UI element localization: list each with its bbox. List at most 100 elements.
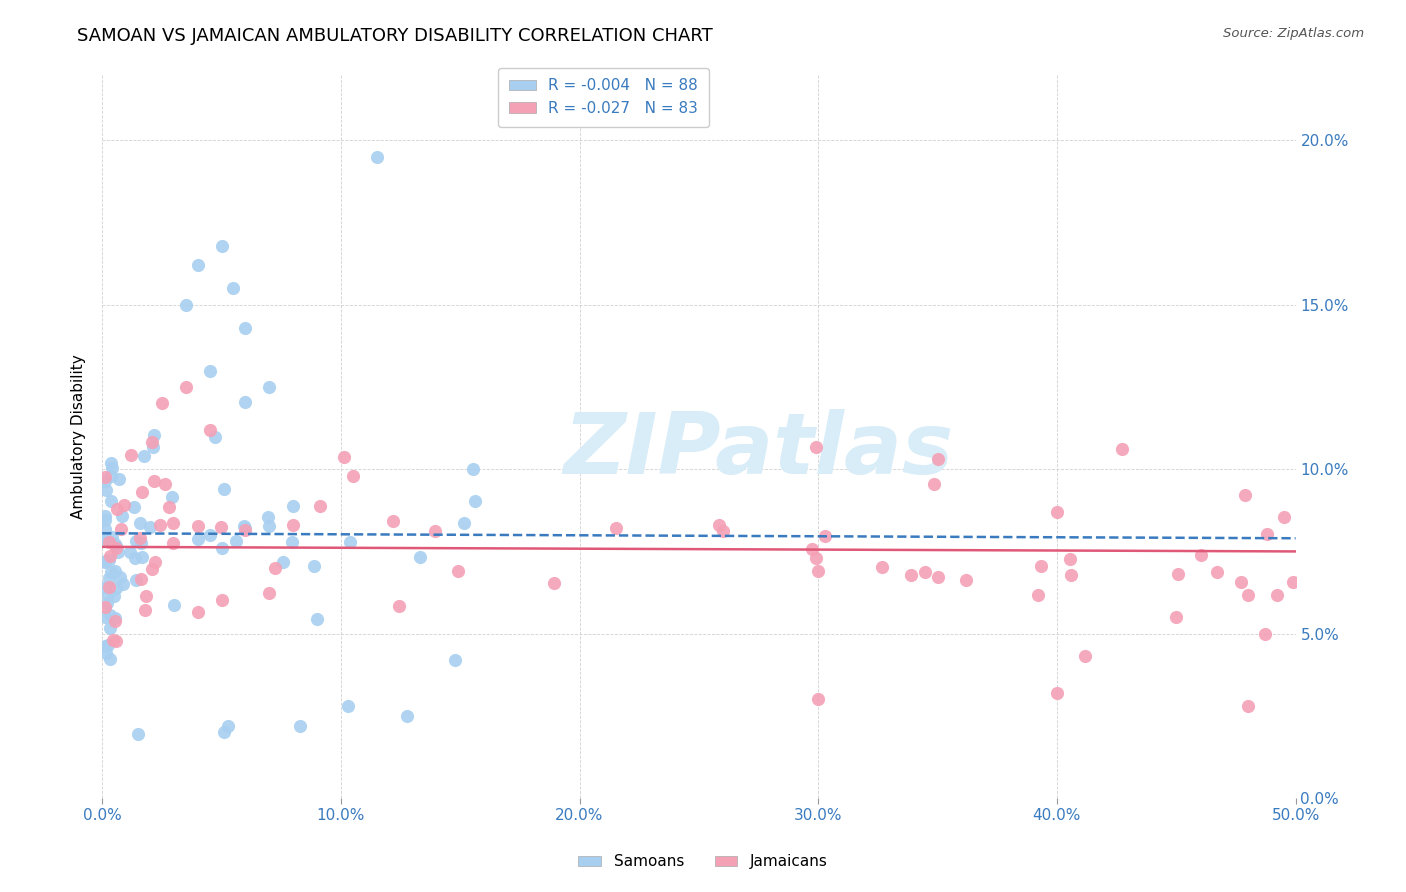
Point	[100, 494, 122, 508]
Point	[187, 532, 209, 546]
Point	[96, 597, 118, 611]
Point	[93, 509, 115, 524]
Point	[259, 585, 281, 599]
Text: Source: ZipAtlas.com: Source: ZipAtlas.com	[1223, 27, 1364, 40]
Point	[1046, 505, 1069, 519]
Point	[94, 483, 117, 498]
Point	[97, 535, 120, 549]
Point	[131, 550, 153, 565]
Point	[225, 534, 247, 549]
Point	[1230, 574, 1253, 589]
Point	[160, 490, 183, 504]
Point	[93, 470, 115, 484]
Point	[409, 549, 432, 564]
Point	[134, 449, 156, 463]
Point	[211, 592, 233, 607]
Point	[605, 521, 627, 535]
Point	[1233, 488, 1256, 502]
Point	[339, 534, 361, 549]
Point	[1237, 588, 1260, 602]
Point	[98, 553, 121, 567]
Point	[381, 514, 404, 528]
Point	[543, 575, 565, 590]
Point	[129, 572, 152, 586]
Point	[105, 539, 128, 553]
Point	[105, 634, 128, 648]
Point	[153, 476, 176, 491]
Point	[283, 499, 305, 513]
Point	[141, 434, 163, 449]
Point	[872, 560, 894, 574]
Point	[271, 555, 294, 569]
Point	[281, 535, 304, 549]
Point	[100, 566, 122, 580]
Point	[124, 500, 146, 514]
Point	[94, 599, 117, 614]
Point	[157, 500, 180, 514]
Point	[1046, 686, 1069, 700]
Point	[101, 530, 124, 544]
Point	[212, 482, 235, 496]
Point	[336, 698, 359, 713]
Point	[1073, 648, 1095, 663]
Point	[139, 520, 162, 534]
Point	[461, 462, 484, 476]
Point	[93, 513, 115, 527]
Y-axis label: Ambulatory Disability: Ambulatory Disability	[72, 354, 86, 519]
Point	[97, 588, 120, 602]
Point	[101, 461, 124, 475]
Point	[131, 485, 153, 500]
Point	[1031, 558, 1053, 573]
Point	[233, 394, 256, 409]
Point	[1206, 565, 1229, 579]
Point	[128, 516, 150, 530]
Point	[134, 603, 156, 617]
Point	[257, 509, 280, 524]
Point	[198, 423, 221, 437]
Point	[103, 589, 125, 603]
Point	[187, 605, 209, 619]
Point	[927, 570, 949, 584]
Point	[101, 632, 124, 647]
Point	[447, 565, 470, 579]
Point	[388, 599, 411, 614]
Point	[110, 570, 132, 584]
Point	[94, 554, 117, 568]
Point	[914, 566, 936, 580]
Point	[163, 598, 186, 612]
Point	[174, 380, 197, 394]
Point	[259, 519, 281, 533]
Point	[259, 380, 281, 394]
Point	[1059, 552, 1081, 566]
Point	[423, 524, 446, 538]
Point	[98, 549, 121, 563]
Point	[1256, 526, 1278, 541]
Point	[204, 430, 226, 444]
Point	[93, 581, 115, 595]
Point	[263, 560, 285, 574]
Point	[93, 522, 115, 536]
Point	[814, 529, 837, 543]
Point	[444, 653, 467, 667]
Point	[127, 727, 149, 741]
Point	[108, 472, 131, 486]
Point	[927, 452, 949, 467]
Point	[211, 238, 233, 252]
Point	[290, 719, 312, 733]
Point	[100, 468, 122, 483]
Point	[1166, 610, 1188, 624]
Point	[111, 508, 134, 523]
Point	[97, 639, 120, 653]
Point	[124, 551, 146, 566]
Point	[98, 581, 121, 595]
Point	[105, 502, 128, 516]
Point	[1253, 627, 1275, 641]
Point	[198, 528, 221, 542]
Point	[1282, 575, 1305, 590]
Point	[235, 523, 257, 537]
Point	[232, 518, 254, 533]
Point	[94, 533, 117, 547]
Point	[804, 550, 827, 565]
Point	[93, 555, 115, 569]
Point	[104, 614, 127, 628]
